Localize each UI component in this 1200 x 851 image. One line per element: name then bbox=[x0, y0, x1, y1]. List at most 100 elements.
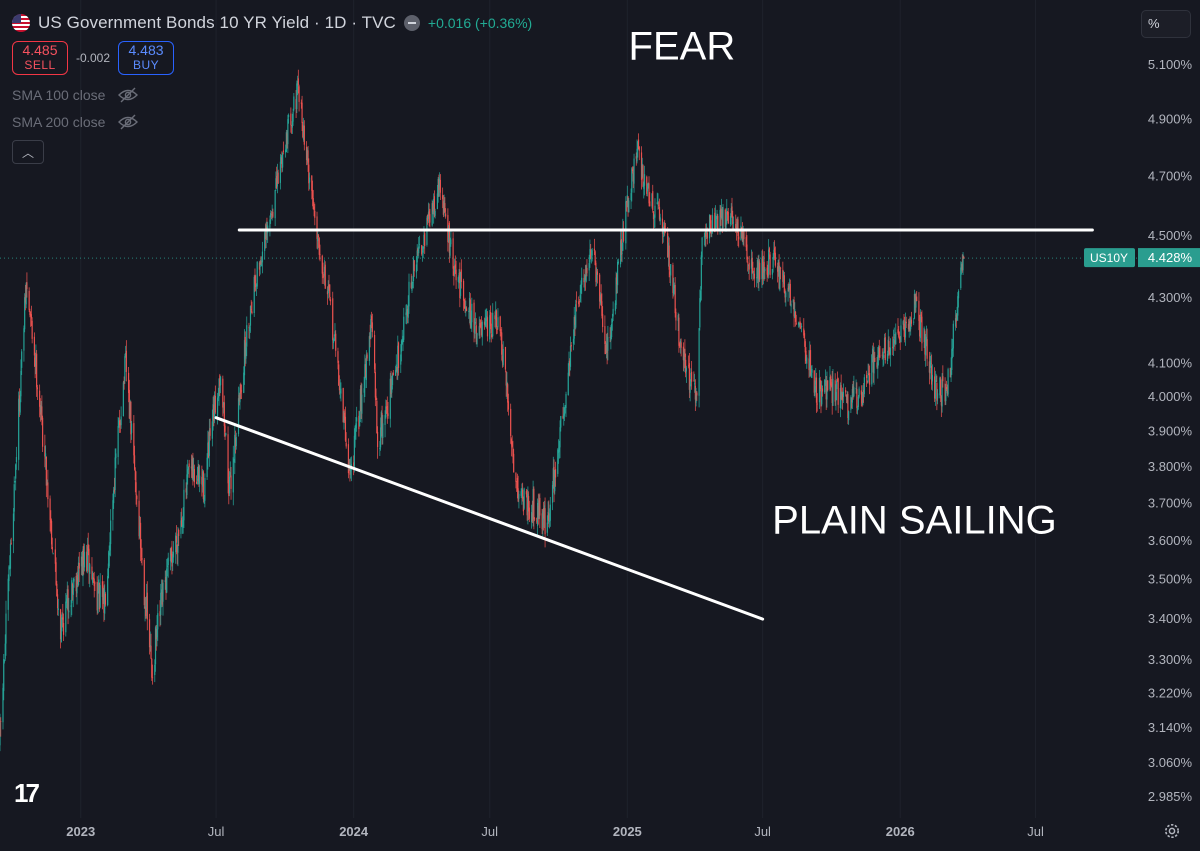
candle-body bbox=[222, 402, 225, 405]
candle-body bbox=[553, 466, 555, 493]
candle-body bbox=[636, 148, 638, 162]
candle-body bbox=[485, 318, 487, 321]
candle-body bbox=[746, 244, 748, 260]
candle-body bbox=[747, 265, 750, 266]
candle-body bbox=[921, 316, 923, 344]
minus-circle-icon[interactable] bbox=[403, 15, 420, 31]
candle-body bbox=[946, 390, 948, 394]
candle-body bbox=[599, 295, 602, 304]
candle-body bbox=[732, 216, 734, 225]
candle-body bbox=[386, 405, 388, 414]
candle-body bbox=[333, 338, 335, 342]
candle-body bbox=[196, 481, 198, 484]
sell-button[interactable]: 4.485 SELL bbox=[12, 41, 68, 75]
tradingview-logo[interactable]: 17 bbox=[14, 778, 40, 808]
last-price-tag[interactable] bbox=[1138, 248, 1200, 268]
candle-body bbox=[329, 299, 332, 302]
candle-body bbox=[249, 306, 252, 326]
candle-body bbox=[853, 387, 855, 397]
drawing-layer[interactable]: FEAR PLAIN SAILING bbox=[214, 25, 1094, 621]
candle-body bbox=[128, 372, 130, 394]
text-annotation[interactable]: PLAIN SAILING bbox=[772, 498, 1057, 542]
candle-body bbox=[110, 520, 112, 545]
candle-body bbox=[228, 480, 230, 497]
candle-body bbox=[522, 489, 524, 499]
candle-body bbox=[282, 150, 284, 153]
candle-body bbox=[140, 548, 142, 558]
candle-body bbox=[394, 369, 397, 376]
candle-body bbox=[286, 133, 288, 145]
gear-icon[interactable] bbox=[1163, 822, 1181, 840]
symbol-tag[interactable] bbox=[1084, 248, 1135, 268]
candle-body bbox=[89, 564, 91, 574]
candle-body bbox=[491, 334, 493, 338]
candle-body bbox=[293, 96, 295, 110]
indicator-sma-200[interactable]: SMA 200 close bbox=[12, 108, 532, 135]
candle-body bbox=[417, 249, 419, 252]
percent-scale-button[interactable]: % bbox=[1141, 10, 1191, 38]
candle-body bbox=[448, 225, 450, 242]
candle-body bbox=[852, 386, 854, 393]
candle-body bbox=[708, 214, 711, 239]
candle-body bbox=[633, 158, 635, 184]
eye-off-icon[interactable] bbox=[117, 87, 139, 103]
candle-body bbox=[260, 261, 262, 265]
symbol-title[interactable]: US Government Bonds 10 YR Yield · 1D · T… bbox=[38, 13, 396, 32]
eye-off-icon[interactable] bbox=[117, 114, 139, 130]
buy-button[interactable]: 4.483 BUY bbox=[118, 41, 175, 75]
candle-body bbox=[72, 585, 74, 595]
candle-body bbox=[584, 274, 587, 280]
candle-body bbox=[392, 372, 394, 376]
candle-body bbox=[71, 580, 73, 604]
candle-body bbox=[729, 216, 732, 225]
candle-body bbox=[804, 341, 806, 353]
candle-body bbox=[81, 556, 83, 576]
candle-body bbox=[799, 321, 801, 325]
candle-body bbox=[172, 551, 175, 558]
candle-body bbox=[429, 214, 431, 223]
candle-body bbox=[688, 363, 690, 390]
candle-body bbox=[280, 157, 282, 163]
candle-body bbox=[605, 342, 607, 354]
text-annotation[interactable]: FEAR bbox=[629, 25, 736, 69]
candle-body bbox=[867, 372, 869, 382]
indicator-sma-100[interactable]: SMA 100 close bbox=[12, 81, 532, 108]
candle-body bbox=[548, 513, 550, 521]
candle-body bbox=[296, 83, 298, 110]
time-axis[interactable]: 2023 Jul 2024 Jul 2025 Jul 2026 Jul bbox=[66, 824, 1044, 839]
candle-body bbox=[454, 265, 456, 273]
candle-body bbox=[154, 627, 157, 665]
candle-body bbox=[560, 416, 562, 428]
candle-body bbox=[99, 585, 101, 608]
candle-body bbox=[625, 201, 628, 203]
collapse-legend-button[interactable]: ︿ bbox=[12, 140, 44, 164]
candle-body bbox=[588, 263, 590, 271]
candle-body bbox=[75, 575, 77, 592]
candle-body bbox=[533, 488, 535, 520]
candle-body bbox=[772, 256, 774, 268]
candle-body bbox=[31, 320, 33, 339]
candle-body bbox=[782, 272, 785, 284]
candle-body bbox=[222, 378, 224, 408]
candle-body bbox=[151, 677, 154, 679]
candle-body bbox=[279, 161, 281, 183]
candle-body bbox=[762, 263, 765, 279]
candle-body bbox=[703, 236, 705, 238]
candle-body bbox=[4, 643, 6, 659]
candle-body bbox=[381, 413, 383, 437]
candle-body bbox=[162, 582, 164, 602]
candle-series bbox=[0, 69, 965, 752]
support-trend-line[interactable] bbox=[214, 416, 765, 621]
candle-body bbox=[327, 286, 329, 294]
candle-body bbox=[366, 354, 368, 359]
candle-body bbox=[706, 232, 708, 239]
candle-body bbox=[717, 215, 719, 230]
candle-body bbox=[452, 238, 454, 269]
price-axis[interactable]: 5.100% 4.900% 4.700% 4.500% 4.300% 4.100% 4.00… bbox=[1084, 57, 1200, 804]
candle-body bbox=[951, 347, 954, 352]
candle-body bbox=[93, 578, 95, 587]
candle-body bbox=[396, 366, 398, 372]
candle-body bbox=[631, 168, 633, 193]
trade-buttons: 4.485 SELL -0.002 4.483 BUY bbox=[12, 41, 532, 75]
